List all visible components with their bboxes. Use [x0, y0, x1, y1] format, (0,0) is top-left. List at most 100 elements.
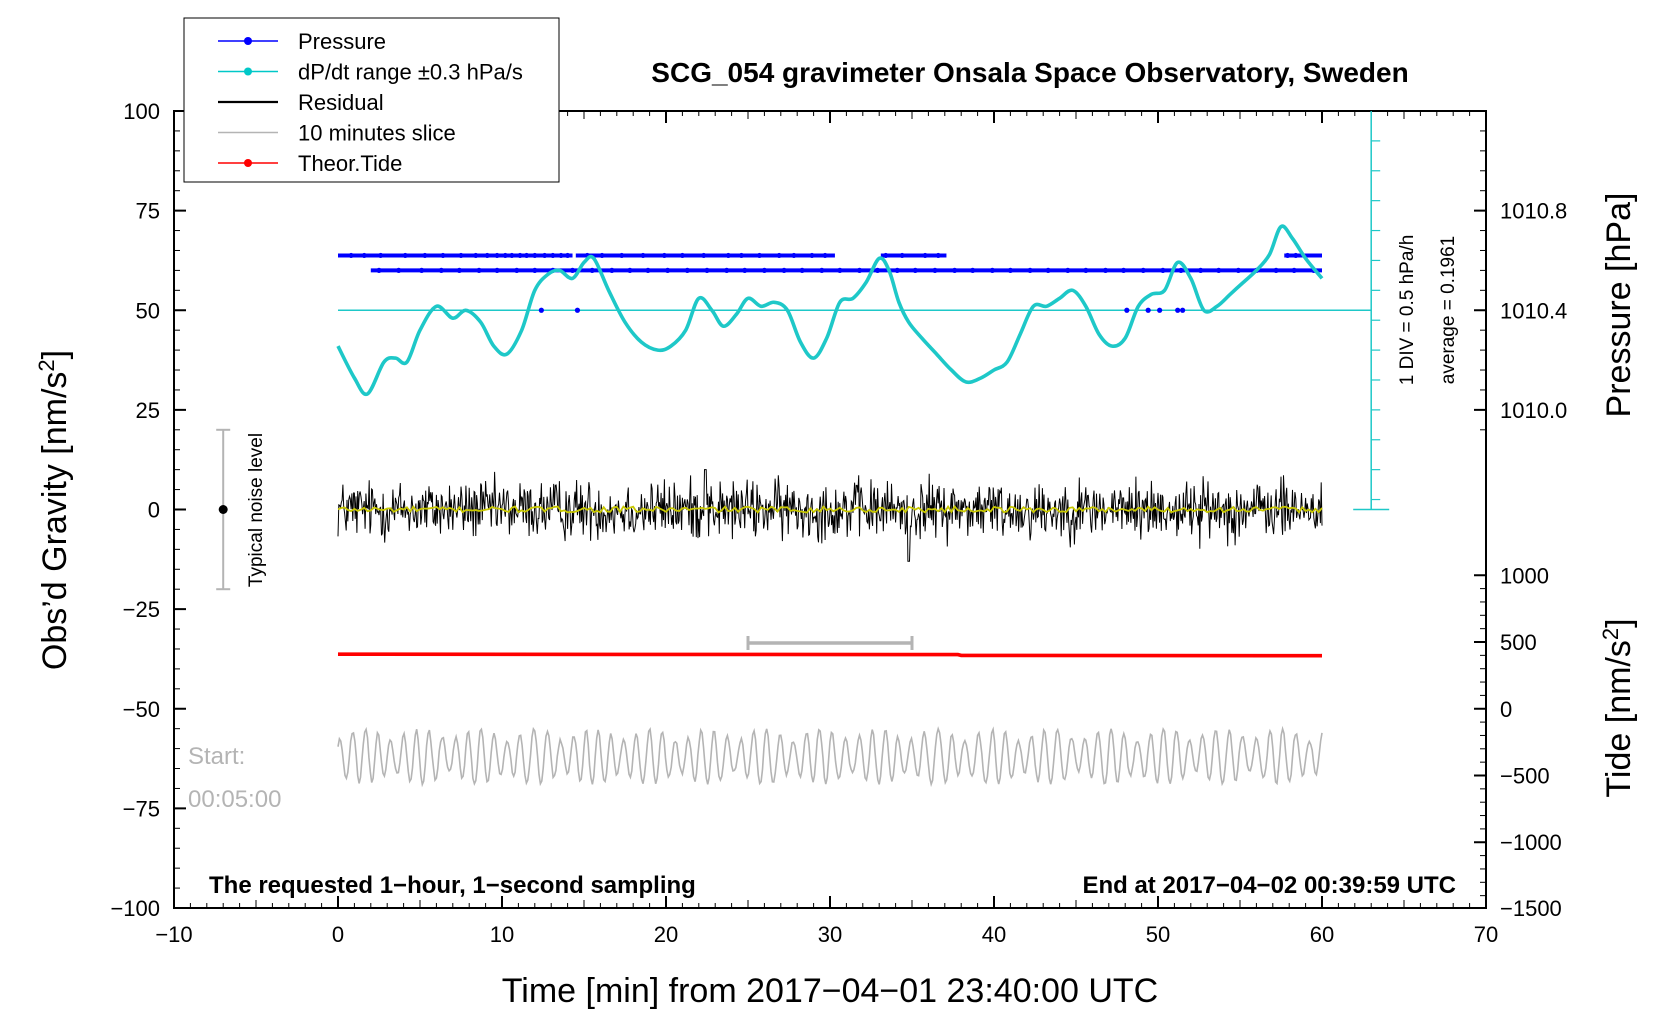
y-tick-label-left: −100	[110, 896, 160, 921]
legend-label: Theor.Tide	[298, 151, 402, 176]
residual-line	[337, 469, 1323, 562]
pressure-dot	[819, 267, 825, 273]
y-tick-label-left: −25	[123, 597, 160, 622]
pressure-dot	[473, 252, 479, 259]
pressure-dot	[378, 252, 384, 259]
pressure-dot	[627, 267, 633, 273]
y-axis-label-tide: Tide [nm/s2]	[1598, 618, 1639, 797]
pressure-dot	[989, 267, 995, 273]
tick-labels: −10 0 10 20 30 40 50 60 701007550250−25−50−75−10…	[110, 99, 1567, 947]
pressure-dot	[1027, 267, 1033, 273]
pressure-dot	[532, 267, 538, 273]
pressure-dot	[494, 252, 500, 259]
slice-trace-line	[337, 725, 1323, 788]
y-axis-label-tide-end: ]	[1600, 618, 1638, 627]
pressure-dot	[899, 252, 905, 259]
y-axis-label-pressure: Pressure [hPa]	[1600, 193, 1638, 418]
x-axis-label: Time [min] from 2017−04−01 23:40:00 UTC	[502, 972, 1158, 1010]
pressure-dot	[1180, 307, 1186, 313]
pressure-dot	[837, 267, 843, 273]
pressure-dot	[1145, 307, 1151, 313]
pressure-dot	[1178, 267, 1184, 273]
pressure-dot	[574, 307, 581, 313]
y-axis-label-tide-sup: 2	[1598, 628, 1623, 640]
pressure-dot	[569, 267, 576, 273]
pressure-dot	[1045, 267, 1051, 273]
pressure-dot	[665, 267, 671, 273]
pressure-dot	[1007, 267, 1014, 273]
pressure-dot	[517, 252, 523, 259]
data-layer	[216, 111, 1390, 788]
pressure-dot	[376, 267, 382, 273]
pressure-dot	[1083, 267, 1089, 273]
pressure-dot	[874, 267, 881, 273]
y-axis-label-left: Obs’d Gravity [nm/s2]	[34, 350, 75, 670]
x-tick-label: 0	[332, 922, 344, 947]
pressure-dot	[799, 267, 805, 273]
pressure-dot	[742, 267, 748, 273]
pressure-dot	[458, 252, 464, 259]
legend-label: dP/dt range ±0.3 hPa/s	[298, 60, 523, 85]
pressure-dot	[679, 252, 686, 259]
pressure-dot	[704, 267, 710, 273]
scale-bar-label-average: average = 0.1961	[1438, 236, 1459, 384]
y-tick-label-left: −75	[123, 796, 160, 821]
y-tick-label-tide: 500	[1500, 630, 1537, 655]
pressure-dot	[361, 252, 367, 259]
pressure-dot	[599, 252, 605, 259]
legend-label: 10 minutes slice	[298, 121, 456, 146]
legend-items: Pressure dP/dt range ±0.3 hPa/s Residual 10…	[218, 29, 523, 176]
pressure-dot	[922, 252, 928, 259]
x-tick-label: 60	[1310, 922, 1334, 947]
pressure-dot	[856, 267, 863, 273]
pressure-dot	[725, 252, 731, 259]
legend-swatch-dot	[244, 159, 252, 167]
pressure-dot	[1102, 267, 1109, 273]
pressure-dot	[402, 252, 408, 259]
pressure-dot	[809, 252, 815, 259]
pressure-dot	[565, 252, 571, 259]
pressure-dot	[640, 252, 646, 259]
pressure-dot	[781, 267, 787, 273]
y-tick-label-pressure: 1010.0	[1500, 398, 1567, 423]
pressure-dot	[558, 252, 564, 259]
pressure-dot	[456, 267, 462, 273]
pressure-dot	[440, 252, 446, 259]
pressure-dot	[484, 252, 490, 259]
pressure-dot	[776, 252, 782, 259]
note-start-label: Start:	[188, 743, 245, 770]
pressure-dot	[738, 252, 745, 259]
note-start-time: 00:05:00	[188, 786, 281, 813]
pressure-dot	[1065, 267, 1071, 273]
pressure-dot	[1235, 267, 1241, 273]
pressure-dot	[1120, 267, 1127, 273]
pressure-dot	[935, 252, 941, 259]
pressure-dot	[1140, 267, 1146, 273]
pressure-dot	[542, 252, 548, 259]
pressure-dot	[724, 267, 730, 273]
pressure-dot	[970, 267, 976, 273]
pressure-dot	[952, 267, 958, 273]
y-tick-label-tide: −1500	[1500, 896, 1562, 921]
pressure-dot	[494, 267, 500, 273]
noise-bar-dot	[218, 505, 228, 514]
pressure-dot	[1198, 267, 1204, 273]
dpdt-line	[336, 224, 1324, 397]
legend-box	[183, 17, 560, 183]
pressure-dot	[619, 252, 625, 259]
x-tick-label: 20	[654, 922, 678, 947]
scale-bar-label-div: 1 DIV = 0.5 hPa/h	[1397, 235, 1418, 386]
residual-smooth-line	[337, 504, 1323, 514]
pressure-dot	[1160, 267, 1166, 273]
legend-swatch-dot	[244, 37, 252, 45]
note-bottom-left: The requested 1−hour, 1−second sampling	[209, 872, 696, 899]
pressure-dot	[822, 252, 828, 259]
pressure-dot	[348, 252, 354, 259]
pressure-dot	[932, 267, 938, 273]
pressure-dot	[538, 307, 544, 313]
legend: Pressure dP/dt range ±0.3 hPa/s Residual 10…	[183, 17, 560, 183]
y-axis-label-left-main: Obs’d Gravity [nm/s	[36, 372, 74, 671]
pressure-dot	[514, 267, 520, 273]
pressure-dot	[761, 267, 768, 273]
